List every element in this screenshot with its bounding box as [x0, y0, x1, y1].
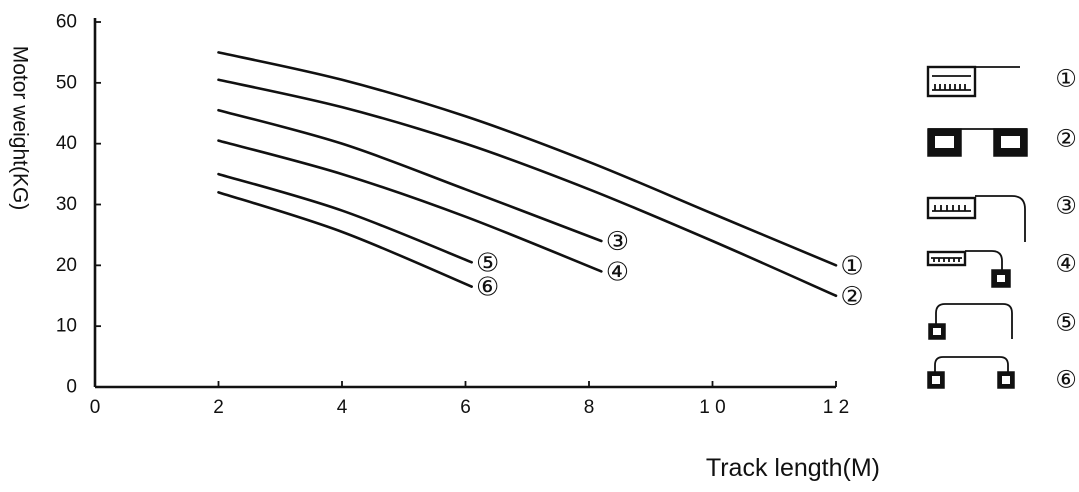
- series-end-label-6: ⑥: [476, 272, 499, 302]
- axes: [93, 18, 836, 389]
- legend-diagram-4: [926, 250, 1011, 288]
- x-tick-label: 8: [584, 397, 595, 418]
- series-line-1: [217, 51, 838, 267]
- legend-labels: ① ② ③ ④ ⑤ ⑥: [1055, 66, 1077, 394]
- y-tick-label: 30: [56, 194, 77, 215]
- series-curves: [217, 51, 838, 298]
- y-tick-label: 20: [56, 255, 77, 276]
- series-end-label-1: ①: [840, 250, 863, 280]
- series-end-label-2: ②: [840, 281, 863, 311]
- legend: ① ② ③ ④ ⑤ ⑥: [926, 65, 1077, 394]
- x-tick-label: 2: [213, 397, 224, 418]
- series-end-label-5: ⑤: [476, 247, 499, 277]
- y-tick-label: 50: [56, 72, 77, 93]
- series-end-label-3: ③: [606, 226, 629, 256]
- series-line-5: [217, 172, 473, 264]
- y-tick-label: 10: [56, 316, 77, 337]
- legend-label-6: ⑥: [1055, 367, 1077, 394]
- legend-diagram-1: [926, 65, 1020, 98]
- x-tick-label: 4: [337, 397, 348, 418]
- legend-label-5: ⑤: [1055, 310, 1077, 337]
- series-line-6: [217, 191, 473, 288]
- x-tick-label: 6: [460, 397, 471, 418]
- legend-diagram-2: [927, 128, 1028, 157]
- legend-label-4: ④: [1055, 251, 1077, 278]
- x-axis-ticks: 0 2 4 6 8 1 0 1 2: [90, 381, 849, 418]
- series-line-2: [217, 78, 838, 298]
- series-end-label-4: ④: [606, 256, 629, 286]
- legend-label-2: ②: [1055, 126, 1077, 153]
- y-tick-label: 60: [56, 12, 77, 33]
- legend-diagram-6: [927, 356, 1015, 389]
- legend-diagram-5: [928, 303, 1013, 340]
- y-axis-title: Motor weight(KG): [9, 46, 32, 211]
- series-line-4: [217, 139, 603, 273]
- series-line-3: [217, 108, 603, 243]
- legend-label-1: ①: [1055, 66, 1077, 93]
- x-tick-label: 0: [90, 397, 101, 418]
- legend-diagram-3: [926, 195, 1026, 242]
- series-markers: ①② ③④ ⑤⑥: [476, 226, 864, 311]
- x-tick-label: 1 0: [699, 397, 725, 418]
- x-tick-label: 1 2: [823, 397, 849, 418]
- legend-label-3: ③: [1055, 193, 1077, 220]
- y-tick-label: 0: [66, 377, 77, 398]
- x-axis-title: Track length(M): [706, 454, 880, 482]
- y-tick-label: 40: [56, 133, 77, 154]
- y-axis-ticks: 0 10 20 30 40 50 60: [56, 12, 101, 398]
